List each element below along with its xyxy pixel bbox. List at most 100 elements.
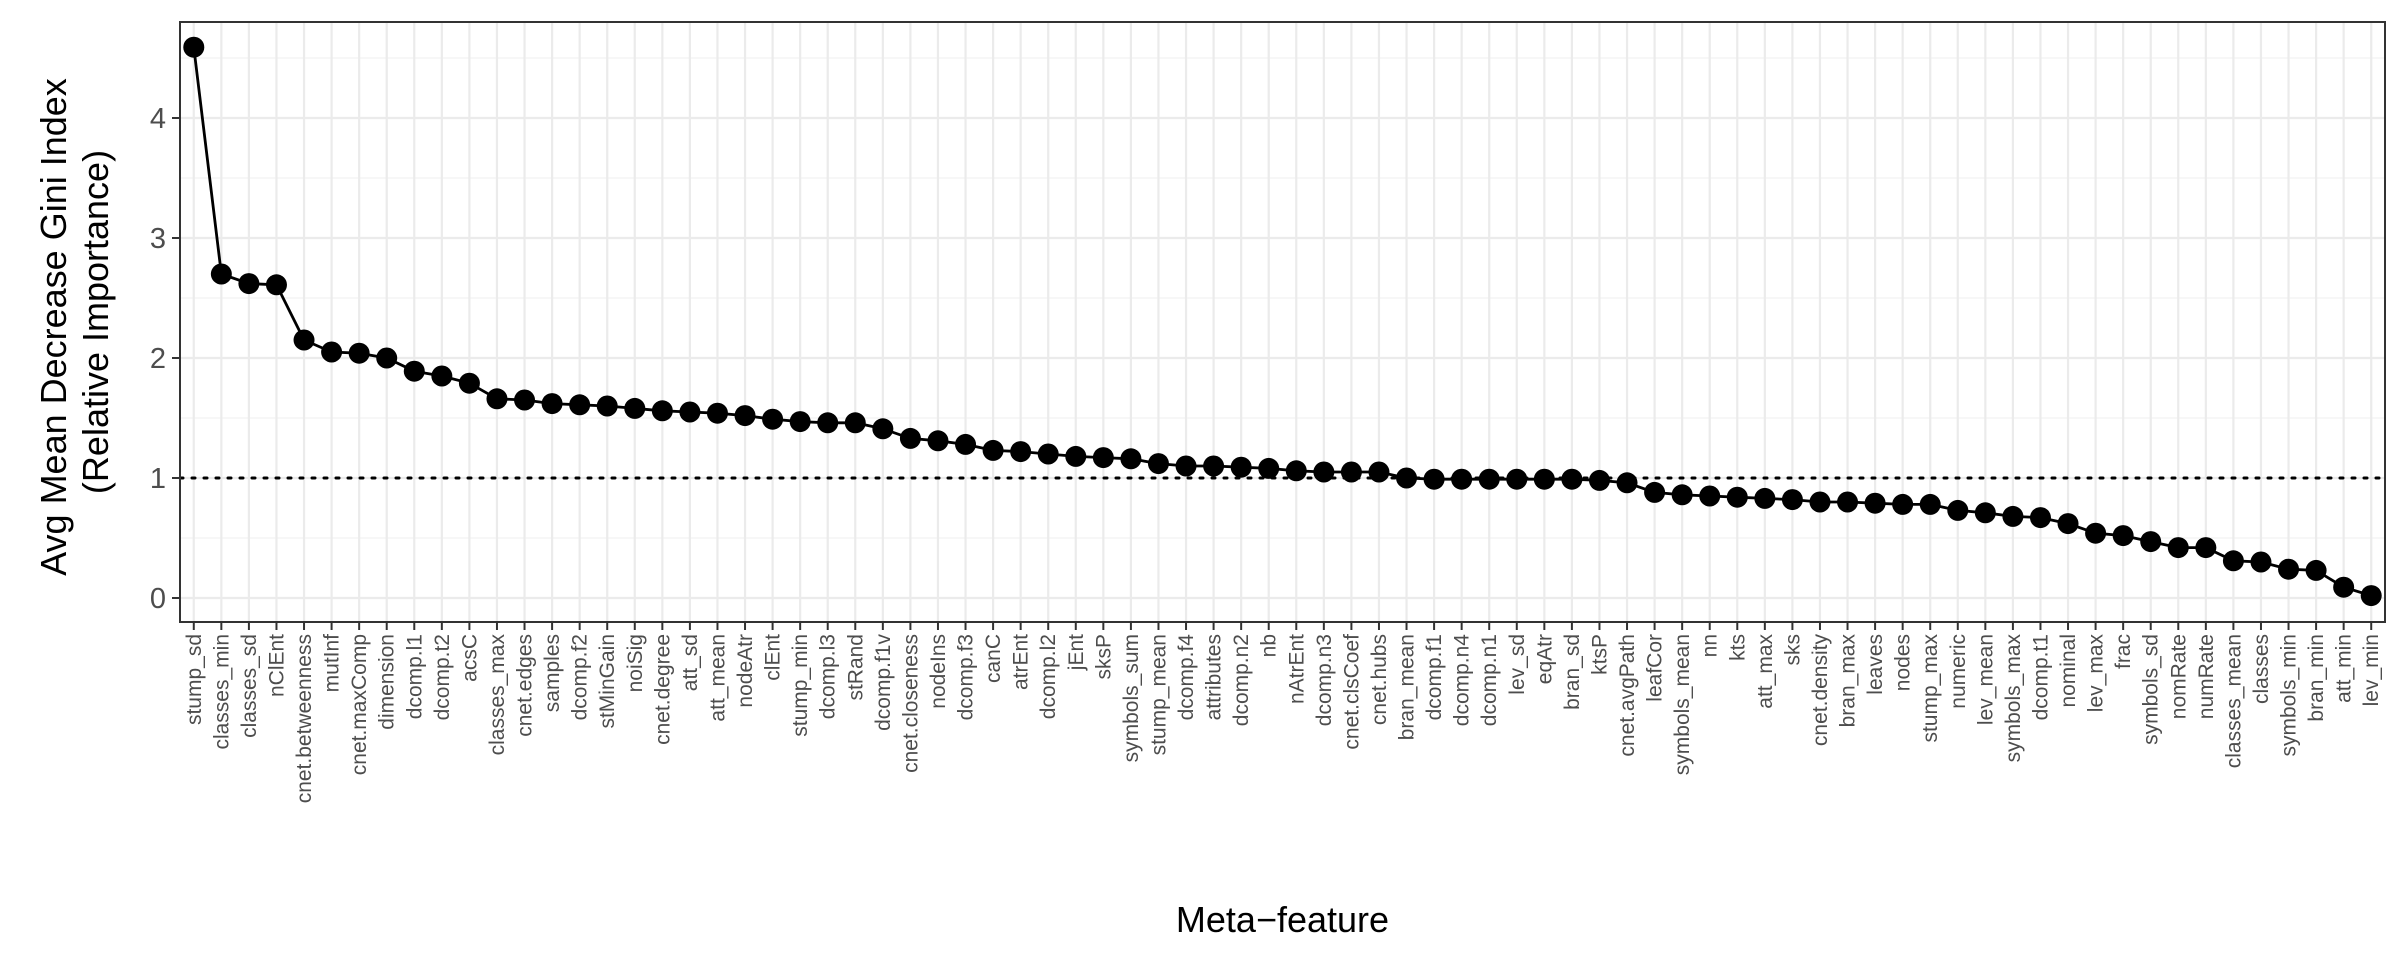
x-tick-label-frac: frac <box>2112 634 2135 669</box>
data-point-symbols_min <box>2278 558 2300 580</box>
data-point-nominal <box>2057 513 2079 535</box>
x-tick-label-mutInf: mutInf <box>321 634 344 693</box>
x-tick-label-cnet.avgPath: cnet.avgPath <box>1616 634 1639 757</box>
data-point-ktsP <box>1588 469 1610 491</box>
x-tick-label-ktsP: ktsP <box>1588 634 1611 675</box>
y-axis-title-line-2: (Relative Importance) <box>75 150 116 494</box>
x-tick-label-leafCor: leafCor <box>1644 634 1667 702</box>
data-point-cnet.edges <box>514 389 536 411</box>
data-point-numeric <box>1947 499 1969 521</box>
y-tick-label: 2 <box>150 343 166 375</box>
data-point-mutInf <box>321 341 343 363</box>
data-point-dcomp.t1 <box>2029 507 2051 529</box>
x-tick-label-dimension: dimension <box>376 634 399 730</box>
x-tick-label-classes: classes <box>2250 634 2273 704</box>
data-point-cnet.betweenness <box>293 329 315 351</box>
data-point-dcomp.f1 <box>1423 468 1445 490</box>
data-point-numRate <box>2195 537 2217 559</box>
data-point-stump_mean <box>1147 453 1169 475</box>
x-tick-label-bran_max: bran_max <box>1837 634 1860 728</box>
data-point-lev_min <box>2360 585 2382 607</box>
data-point-dcomp.l1 <box>403 360 425 382</box>
data-point-dcomp.n2 <box>1230 456 1252 478</box>
x-tick-label-dcomp.n2: dcomp.n2 <box>1230 634 1253 726</box>
x-tick-label-attributes: attributes <box>1203 634 1226 720</box>
x-tick-label-cnet.hubs: cnet.hubs <box>1368 634 1391 725</box>
data-point-samples <box>541 393 563 415</box>
x-tick-label-dcomp.l3: dcomp.l3 <box>817 634 840 719</box>
data-point-nAtrEnt <box>1285 460 1307 482</box>
x-tick-label-stMinGain: stMinGain <box>596 634 619 729</box>
x-tick-label-cnet.edges: cnet.edges <box>514 634 537 737</box>
data-point-bran_sd <box>1561 468 1583 490</box>
data-point-jEnt <box>1065 445 1087 467</box>
data-point-cnet.maxComp <box>348 342 370 364</box>
data-point-dcomp.f2 <box>569 394 591 416</box>
x-tick-label-dcomp.l2: dcomp.l2 <box>1037 634 1060 719</box>
x-axis-title: Meta−feature <box>1176 899 1389 940</box>
x-tick-label-clEnt: clEnt <box>762 634 785 681</box>
data-point-eqAtr <box>1533 468 1555 490</box>
data-point-frac <box>2112 525 2134 547</box>
data-point-dcomp.n3 <box>1313 461 1335 483</box>
data-point-symbols_max <box>2002 505 2024 527</box>
x-tick-label-att_sd: att_sd <box>679 634 702 691</box>
x-tick-label-att_min: att_min <box>2333 634 2356 703</box>
x-tick-label-dcomp.n4: dcomp.n4 <box>1451 634 1474 727</box>
y-axis-title: Avg Mean Decrease Gini Index (Relative I… <box>33 68 116 576</box>
x-tick-label-att_max: att_max <box>1754 634 1777 709</box>
data-point-cnet.degree <box>651 400 673 422</box>
x-tick-label-stump_sd: stump_sd <box>183 634 206 725</box>
x-tick-label-nodeAtr: nodeAtr <box>734 634 757 708</box>
data-point-cnet.clsCoef <box>1340 461 1362 483</box>
x-tick-label-dcomp.t2: dcomp.t2 <box>431 634 454 720</box>
data-point-leafCor <box>1644 481 1666 503</box>
y-tick-label: 4 <box>150 103 166 135</box>
data-point-stump_sd <box>183 36 205 58</box>
x-tick-label-nAtrEnt: nAtrEnt <box>1285 634 1308 704</box>
data-point-lev_sd <box>1506 468 1528 490</box>
x-tick-label-bran_mean: bran_mean <box>1396 634 1419 740</box>
x-tick-label-bran_min: bran_min <box>2305 634 2328 722</box>
x-tick-label-symbols_sum: symbols_sum <box>1120 634 1143 762</box>
data-point-dcomp.f4 <box>1175 455 1197 477</box>
data-point-classes_sd <box>238 273 260 295</box>
x-tick-label-numRate: numRate <box>2195 634 2218 719</box>
data-point-dcomp.l2 <box>1037 443 1059 465</box>
x-tick-label-lev_max: lev_max <box>2085 634 2108 713</box>
y-tick-label: 3 <box>150 223 166 255</box>
data-point-cnet.hubs <box>1368 461 1390 483</box>
x-tick-label-classes_mean: classes_mean <box>2222 634 2245 768</box>
y-tick-label: 1 <box>150 463 166 495</box>
data-point-symbols_sd <box>2140 531 2162 553</box>
x-tick-label-lev_min: lev_min <box>2360 634 2383 706</box>
data-point-kts <box>1726 486 1748 508</box>
x-tick-label-samples: samples <box>541 634 564 712</box>
data-point-dcomp.f3 <box>955 433 977 455</box>
y-tick-label: 0 <box>150 583 166 615</box>
x-tick-label-stump_max: stump_max <box>1919 634 1942 743</box>
data-point-classes_mean <box>2222 550 2244 572</box>
x-tick-label-dcomp.l1: dcomp.l1 <box>403 634 426 719</box>
data-point-cnet.avgPath <box>1616 472 1638 494</box>
x-tick-label-att_mean: att_mean <box>706 634 729 722</box>
data-point-lev_max <box>2085 522 2107 544</box>
x-tick-label-classes_sd: classes_sd <box>238 634 261 738</box>
x-tick-label-jEnt: jEnt <box>1065 634 1088 671</box>
x-tick-label-cnet.degree: cnet.degree <box>651 634 674 745</box>
x-tick-label-dcomp.f3: dcomp.f3 <box>955 634 978 720</box>
x-tick-label-symbols_max: symbols_max <box>2002 634 2025 763</box>
x-tick-label-dcomp.t1: dcomp.t1 <box>2029 634 2052 720</box>
x-axis: stump_sd classes_min classes_sd nClEnt cnet.… <box>183 622 2383 803</box>
x-tick-label-nomRate: nomRate <box>2167 634 2190 719</box>
x-tick-label-dcomp.f1v: dcomp.f1v <box>872 634 895 731</box>
x-tick-label-classes_max: classes_max <box>486 634 509 756</box>
x-tick-label-cnet.betweenness: cnet.betweenness <box>293 634 316 803</box>
minor-gridlines <box>180 57 2385 539</box>
data-point-nomRate <box>2167 537 2189 559</box>
panel-border <box>179 21 2386 623</box>
x-tick-label-atrEnt: atrEnt <box>1010 634 1033 690</box>
data-point-cnet.closeness <box>899 427 921 449</box>
data-point-cnet.density <box>1809 491 1831 513</box>
